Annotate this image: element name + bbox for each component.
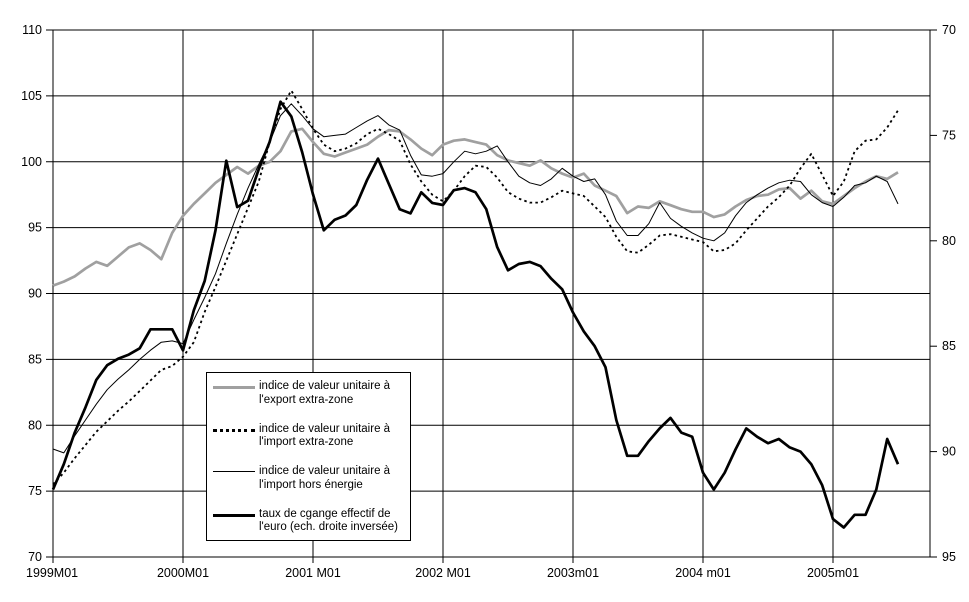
x-axis-tick-label: 2000M01 xyxy=(157,566,209,580)
x-axis-tick-label: 2002 M01 xyxy=(415,566,471,580)
plot-frame xyxy=(52,29,931,558)
left-axis-tick-label: 100 xyxy=(21,155,42,169)
left-axis-tick-label: 85 xyxy=(28,352,42,366)
legend-item-import-extra: indice de valeur unitaire à l'import ext… xyxy=(213,423,405,450)
left-axis-tick-label: 95 xyxy=(28,221,42,235)
x-axis-tick-label: 2001 M01 xyxy=(285,566,341,580)
legend-label-euro: taux de cgange effectif de l'euro (ech. … xyxy=(259,507,398,534)
legend-label-import-hors-energie: indice de valeur unitaire à l'import hor… xyxy=(259,465,391,491)
x-axis-tick-label: 2004 m01 xyxy=(675,566,731,580)
right-axis-tick-label: 80 xyxy=(942,234,956,248)
legend-item-import-hors-energie: indice de valeur unitaire à l'import hor… xyxy=(213,465,405,492)
import-hors-energie-line-sample-icon xyxy=(213,471,255,473)
series-line-1 xyxy=(52,89,899,486)
export-line-sample-icon xyxy=(213,386,255,389)
legend-label-import-extra: indice de valeur unitaire à l'import ext… xyxy=(259,422,391,449)
series-line-2 xyxy=(52,103,899,454)
left-axis-tick-label: 75 xyxy=(28,484,42,498)
x-axis-tick-label: 2005m01 xyxy=(807,566,859,580)
series-line-3 xyxy=(51,100,900,529)
legend-item-export: indice de valeur unitaire à l'export ext… xyxy=(213,380,405,407)
left-axis-tick-label: 80 xyxy=(28,418,42,432)
x-axis-tick-label: 1999M01 xyxy=(26,566,78,580)
series-line-0 xyxy=(52,127,899,287)
right-axis-tick-label: 95 xyxy=(942,550,956,564)
legend-label-export: indice de valeur unitaire à l'export ext… xyxy=(259,380,391,406)
left-axis-tick-label: 110 xyxy=(22,23,42,37)
left-axis-tick-label: 105 xyxy=(21,89,42,103)
chart-legend: indice de valeur unitaire à l'export ext… xyxy=(206,372,411,541)
import-extra-line-sample-icon xyxy=(213,428,255,432)
right-axis-tick-label: 70 xyxy=(942,23,956,37)
left-axis-tick-label: 70 xyxy=(28,550,42,564)
right-axis-tick-label: 85 xyxy=(942,339,956,353)
euro-line-sample-icon xyxy=(213,513,255,517)
right-axis-tick-label: 75 xyxy=(942,128,956,142)
right-axis-tick-label: 90 xyxy=(942,445,956,459)
legend-item-euro: taux de cgange effectif de l'euro (ech. … xyxy=(213,508,405,535)
x-axis-tick-label: 2003m01 xyxy=(547,566,599,580)
left-axis-tick-label: 90 xyxy=(28,287,42,301)
